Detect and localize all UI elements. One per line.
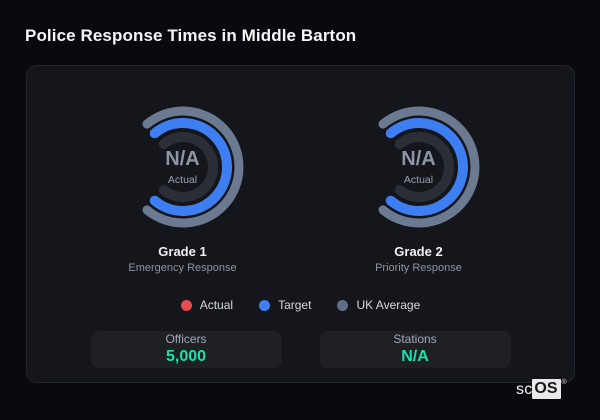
legend-dot-actual-icon [180,299,192,311]
stat-card-stations: Stations N/A [319,331,511,368]
registered-trademark-icon: ® [561,379,567,386]
logo-text-os: OS [532,379,561,399]
legend-label-target: Target [278,298,312,312]
chart-legend: Actual Target UK Average [27,298,574,312]
legend-item-uk-average[interactable]: UK Average [337,298,420,312]
gauge-rings-grade-1: N/A Actual [118,102,248,232]
gauge-rings-grade-2: N/A Actual [354,102,484,232]
gauge-title-grade-2: Grade 2 [394,244,443,259]
page-title: Police Response Times in Middle Barton [25,26,357,45]
response-times-card: N/A Actual Grade 1 Emergency Response N/… [26,65,575,383]
gauge-title-grade-1: Grade 1 [158,244,207,259]
gauge-arc-chart [378,106,479,228]
stat-value-stations: N/A [401,347,429,365]
legend-label-uk-average: UK Average [356,298,421,312]
legend-item-actual[interactable]: Actual [180,298,234,312]
legend-dot-uk-average-icon [337,299,349,311]
legend-item-target[interactable]: Target [259,298,311,312]
legend-label-actual: Actual [199,298,234,312]
gauge-arc-chart [142,106,243,228]
legend-dot-target-icon [259,299,271,311]
stat-label-stations: Stations [393,331,437,346]
logo-text-sc: sc [516,381,533,398]
gauge-grade-1: N/A Actual Grade 1 Emergency Response [117,102,249,274]
gauge-subtitle-grade-1: Emergency Response [128,262,237,274]
gauges-row: N/A Actual Grade 1 Emergency Response N/… [27,102,574,274]
gauge-grade-2: N/A Actual Grade 2 Priority Response [353,102,485,274]
gauge-subtitle-grade-2: Priority Response [375,262,462,274]
stat-value-officers: 5,000 [165,347,207,365]
scos-logo: sc OS ® [516,379,567,399]
stat-card-officers: Officers 5,000 [90,331,282,368]
stats-row: Officers 5,000 Stations N/A [27,331,574,368]
stat-label-officers: Officers [165,331,207,346]
